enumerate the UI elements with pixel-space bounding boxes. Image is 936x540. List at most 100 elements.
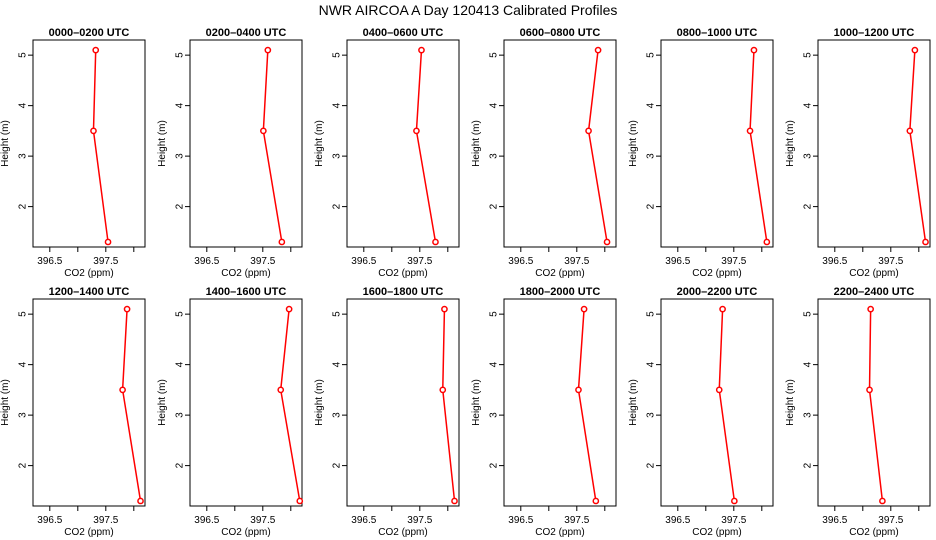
data-point [92, 46, 100, 54]
plot-frame [503, 298, 617, 507]
y-tick-label: 3 [646, 412, 657, 418]
y-axis-label: Height (m) [785, 120, 796, 167]
y-tick-label: 3 [489, 153, 500, 159]
x-tick-label: 396.5 [822, 256, 847, 267]
plot-frame [346, 298, 460, 507]
x-tick-label: 396.5 [351, 256, 376, 267]
y-tick-label: 3 [803, 412, 814, 418]
y-tick-label: 4 [175, 361, 186, 367]
data-point [296, 497, 304, 505]
panel-1: 0000–0200 UTC 396.5 397.5 2 3 4 5 CO2 (ppm) Heig… [0, 27, 146, 279]
profile-line [92, 50, 109, 243]
x-tick-label: 396.5 [37, 515, 62, 526]
y-tick-label: 2 [803, 462, 814, 468]
data-point [603, 238, 611, 246]
data-point [264, 46, 272, 54]
x-axis-label: CO2 (ppm) [378, 268, 427, 279]
y-tick-label: 4 [803, 361, 814, 367]
panel-3: 0400–0600 UTC 396.5 397.5 2 3 4 5 CO2 (ppm) Heig… [314, 27, 460, 279]
x-tick-label: 396.5 [194, 515, 219, 526]
x-tick-label: 396.5 [665, 256, 690, 267]
y-tick-label: 2 [332, 203, 343, 209]
profile-line [121, 309, 142, 502]
y-tick-label: 5 [175, 52, 186, 58]
y-tick-label: 4 [18, 102, 29, 108]
y-tick-label: 2 [18, 203, 29, 209]
data-point [439, 386, 447, 394]
data-point [451, 497, 458, 505]
y-tick-label: 5 [489, 52, 500, 58]
data-point [879, 497, 886, 505]
y-axis-label: Height (m) [0, 120, 11, 167]
y-tick-label: 5 [803, 311, 814, 317]
data-point [123, 305, 131, 313]
x-tick-label: 396.5 [194, 256, 219, 267]
y-tick-label: 5 [489, 311, 500, 317]
y-axis-label: Height (m) [314, 379, 325, 426]
y-tick-label: 2 [803, 203, 814, 209]
y-axis-label: Height (m) [157, 379, 168, 426]
data-point [413, 127, 420, 135]
y-tick-label: 4 [332, 102, 343, 108]
x-tick-label: 397.5 [407, 256, 432, 267]
panel-10: 1800–2000 UTC 396.5 397.5 2 3 4 5 CO2 (ppm) Heig… [471, 286, 617, 538]
y-tick-label: 3 [18, 412, 29, 418]
data-point [285, 305, 293, 313]
y-tick-label: 3 [332, 412, 343, 418]
x-tick-label: 397.5 [564, 256, 589, 267]
panel-8: 1400–1600 UTC 396.5 397.5 2 3 4 5 CO2 (ppm) Heig… [157, 286, 304, 538]
profile-line [587, 50, 608, 243]
data-point [104, 238, 112, 246]
profile-line [868, 309, 884, 502]
x-tick-label: 397.5 [878, 256, 903, 267]
data-point [750, 46, 758, 54]
data-point [906, 127, 914, 135]
x-axis-label: CO2 (ppm) [535, 527, 584, 538]
profile-line [415, 50, 437, 243]
x-axis-label: CO2 (ppm) [64, 527, 113, 538]
panel-title: 0200–0400 UTC [206, 27, 287, 39]
panel-title: 0800–1000 UTC [677, 27, 758, 39]
panel-9: 1600–1800 UTC 396.5 397.5 2 3 4 5 CO2 (ppm) Heig… [314, 286, 460, 538]
x-tick-label: 396.5 [351, 515, 376, 526]
plot-frame [503, 39, 617, 248]
profile-line [718, 309, 736, 502]
plot-frame [817, 298, 931, 507]
profile-line [262, 50, 283, 243]
y-tick-label: 4 [646, 361, 657, 367]
panel-2: 0200–0400 UTC 396.5 397.5 2 3 4 5 CO2 (ppm) Heig… [157, 27, 303, 279]
y-tick-label: 5 [18, 311, 29, 317]
x-tick-label: 397.5 [407, 515, 432, 526]
x-tick-label: 397.5 [93, 256, 118, 267]
x-axis-label: CO2 (ppm) [221, 268, 270, 279]
y-tick-label: 2 [18, 462, 29, 468]
plot-frame [32, 39, 146, 248]
x-axis-label: CO2 (ppm) [849, 268, 898, 279]
y-tick-label: 3 [175, 153, 186, 159]
x-axis-label: CO2 (ppm) [692, 268, 741, 279]
panel-11: 2000–2200 UTC 396.5 397.5 2 3 4 5 CO2 (ppm) Heig… [628, 286, 774, 538]
data-point [746, 127, 754, 135]
x-axis-label: CO2 (ppm) [221, 527, 270, 538]
plot-frame [660, 39, 774, 248]
panel-5: 0800–1000 UTC 396.5 397.5 2 3 4 5 CO2 (ppm) Heig… [628, 27, 774, 279]
y-tick-label: 5 [18, 52, 29, 58]
x-tick-label: 396.5 [508, 256, 533, 267]
y-axis-label: Height (m) [628, 120, 639, 167]
x-tick-label: 397.5 [878, 515, 903, 526]
y-tick-label: 3 [175, 412, 186, 418]
y-tick-label: 4 [489, 361, 500, 367]
y-tick-label: 5 [803, 52, 814, 58]
data-point [575, 386, 582, 394]
y-tick-label: 2 [489, 462, 500, 468]
data-point [763, 238, 771, 246]
panel-title: 0400–0600 UTC [363, 27, 444, 39]
y-axis-label: Height (m) [0, 379, 11, 426]
panel-title: 1200–1400 UTC [49, 286, 130, 298]
y-axis-label: Height (m) [471, 120, 482, 167]
x-tick-label: 396.5 [665, 515, 690, 526]
data-point [911, 46, 919, 54]
profile-line [749, 50, 768, 243]
